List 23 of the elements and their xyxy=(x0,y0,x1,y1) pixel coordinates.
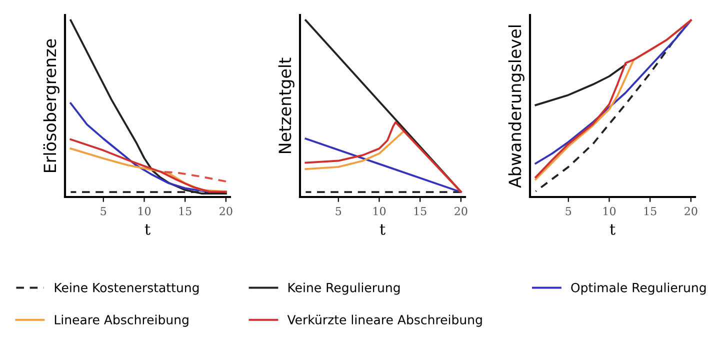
legend-label: Lineare Abschreibung xyxy=(54,314,188,327)
legend-label: Keine Kostenerstattung xyxy=(54,282,199,295)
x-tick-label: 10 xyxy=(138,206,151,216)
x-tick-label: 5 xyxy=(566,207,572,216)
x-tick-label: 5 xyxy=(100,207,106,216)
x-tick-label: 15 xyxy=(644,206,656,216)
x-tick-label: 20 xyxy=(684,206,698,216)
x-axis-title: t xyxy=(610,224,616,235)
x-tick-label: 15 xyxy=(414,206,426,216)
x-tick-label: 10 xyxy=(604,206,616,216)
y-axis-title: Abwanderungslevel xyxy=(508,26,524,188)
x-axis-title: t xyxy=(380,224,386,235)
legend-label: Verkürzte lineare Abschreibung xyxy=(287,314,482,327)
x-tick-label: 20 xyxy=(454,206,468,216)
x-tick-label: 20 xyxy=(220,206,232,216)
x-tick-label: 15 xyxy=(179,206,192,216)
x-axis-title: t xyxy=(144,224,150,235)
legend-label: Keine Regulierung xyxy=(288,282,400,295)
y-axis-title: Netzentgelt xyxy=(278,58,294,154)
x-tick-label: 5 xyxy=(336,207,342,216)
y-axis-title: Erlösobergrenze xyxy=(43,39,60,172)
legend-label: Optimale Regulierung xyxy=(571,282,706,295)
x-tick-label: 10 xyxy=(374,206,386,216)
